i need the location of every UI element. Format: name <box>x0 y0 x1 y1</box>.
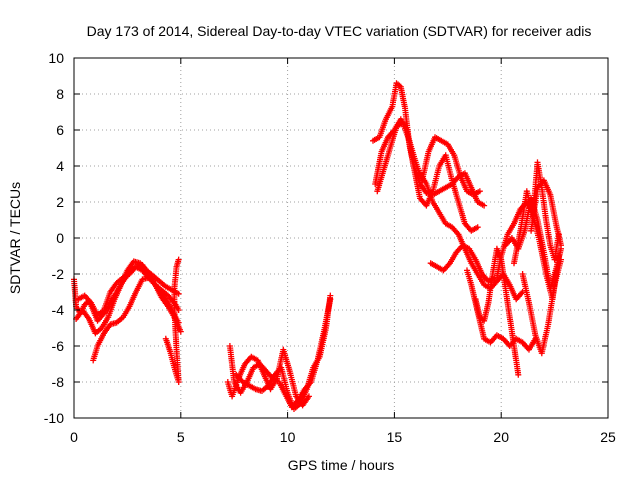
data-point <box>327 292 334 299</box>
data-point <box>555 253 562 259</box>
data-point <box>476 188 483 195</box>
data-point <box>175 290 182 297</box>
data-point <box>305 393 312 400</box>
series-19 <box>519 256 565 357</box>
y-tick-label: -10 <box>44 410 64 426</box>
y-tick-label: 8 <box>56 86 64 102</box>
data-points <box>71 80 565 412</box>
x-axis-label: GPS time / hours <box>288 457 395 473</box>
series-5 <box>162 256 182 385</box>
y-tick-label: 6 <box>56 122 64 138</box>
series-15 <box>472 245 522 378</box>
chart-title: Day 173 of 2014, Sidereal Day-to-day VTE… <box>87 23 592 39</box>
data-point <box>177 328 184 335</box>
x-tick-label: 20 <box>493 429 509 445</box>
y-tick-label: -8 <box>52 374 65 390</box>
y-tick-label: -2 <box>52 266 65 282</box>
y-axis-label: SDTVAR / TECUs <box>7 182 23 294</box>
x-tick-label: 5 <box>177 429 185 445</box>
x-tick-label: 10 <box>280 429 296 445</box>
x-tick-label: 15 <box>387 429 403 445</box>
series-16 <box>493 159 562 281</box>
y-tick-label: 10 <box>48 50 64 66</box>
y-tick-label: -4 <box>52 302 65 318</box>
x-tick-label: 0 <box>70 429 78 445</box>
data-point <box>474 224 481 231</box>
series-11 <box>374 119 483 198</box>
y-tick-label: 4 <box>56 158 64 174</box>
series-20 <box>528 177 565 249</box>
y-tick-label: 2 <box>56 194 64 210</box>
y-tick-label: -6 <box>52 338 65 354</box>
series-8 <box>233 292 334 412</box>
y-tick-label: 0 <box>56 230 64 246</box>
data-point <box>515 371 522 378</box>
data-point <box>175 256 182 263</box>
series-2 <box>73 258 182 337</box>
x-tick-label: 25 <box>600 429 616 445</box>
series-13 <box>427 242 498 285</box>
data-point <box>558 256 565 263</box>
data-point <box>558 242 565 249</box>
data-point <box>481 202 488 209</box>
